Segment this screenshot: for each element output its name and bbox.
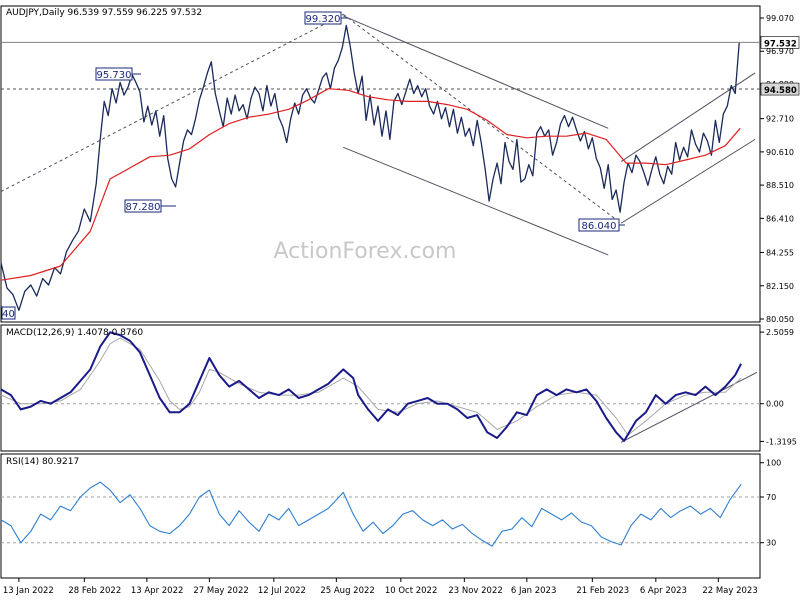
trendline-fall-to-low	[342, 13, 622, 224]
trendline-lower-channel	[343, 146, 609, 256]
series-rsi	[0, 481, 742, 547]
annotation-label: 40	[2, 309, 15, 320]
x-tick-label: 25 Aug 2022	[320, 586, 374, 596]
main-ytick-label: 80.050	[766, 315, 794, 324]
x-tick-label: 12 Jul 2022	[258, 586, 306, 596]
macd-ytick-label: 2.5059	[766, 328, 794, 337]
x-tick-label: 13 Apr 2022	[131, 586, 184, 596]
main-ytick-label: 99.070	[766, 14, 794, 23]
series-price	[0, 24, 740, 311]
macd-ytick-label: 0.00	[766, 400, 784, 409]
series-macd	[0, 331, 742, 442]
annotation-label: 99.320	[306, 14, 341, 25]
main-panel-frame	[0, 5, 761, 323]
x-tick-label: 6 Jan 2023	[511, 586, 557, 596]
x-tick-label: 22 May 2023	[702, 586, 757, 596]
series-signal	[0, 337, 742, 436]
x-tick-label: 27 May 2022	[193, 586, 248, 596]
x-tick-label: 13 Jan 2022	[3, 586, 54, 596]
main-ytick-label: 88.510	[766, 181, 794, 190]
rsi-ytick-label: 30	[766, 539, 776, 548]
annotation-label: 87.280	[126, 202, 161, 213]
trendline-rising-lower	[620, 138, 756, 224]
annotation-label: 86.040	[582, 221, 617, 232]
x-tick-label: 23 Nov 2022	[448, 586, 502, 596]
macd-title: MACD(12,26,9) 1.4078 0.8760	[6, 328, 143, 338]
main-ytick-label: 92.710	[766, 115, 794, 124]
x-tick-label: 21 Feb 2023	[576, 586, 629, 596]
rsi-ytick-label: 70	[766, 493, 776, 502]
trendline-long-rise	[0, 13, 344, 193]
main-ytick-label: 86.410	[766, 214, 794, 223]
main-ytick-label: 82.150	[766, 282, 794, 291]
main-ytick-label: 84.255	[766, 248, 794, 257]
last-price-tag: 97.532	[764, 39, 797, 49]
rsi-ytick-label: 100	[766, 459, 781, 468]
main-title: AUDJPY,Daily 96.539 97.559 96.225 97.532	[6, 8, 202, 18]
annotation-box	[1, 306, 16, 320]
main-ytick-label: 96.970	[766, 47, 794, 56]
rsi-title: RSI(14) 80.9217	[6, 457, 79, 467]
main-ytick-label: 90.610	[766, 148, 794, 157]
series-ma55	[0, 88, 741, 281]
resistance-tag: 94.580	[764, 86, 797, 96]
annotation-label: 95.730	[97, 70, 132, 81]
last-price-tag-bg	[760, 36, 800, 49]
macd-ytick-label: -1.3195	[766, 437, 797, 446]
x-tick-label: 10 Oct 2022	[385, 586, 438, 596]
rsi-panel-frame	[0, 453, 761, 579]
macd-panel-frame	[0, 324, 761, 452]
watermark: ActionForex.com	[274, 239, 457, 264]
x-tick-label: 6 Apr 2023	[640, 586, 687, 596]
trendline-upper-channel	[343, 15, 609, 129]
x-tick-label: 28 Feb 2022	[68, 586, 121, 596]
resistance-tag-bg	[760, 82, 800, 96]
